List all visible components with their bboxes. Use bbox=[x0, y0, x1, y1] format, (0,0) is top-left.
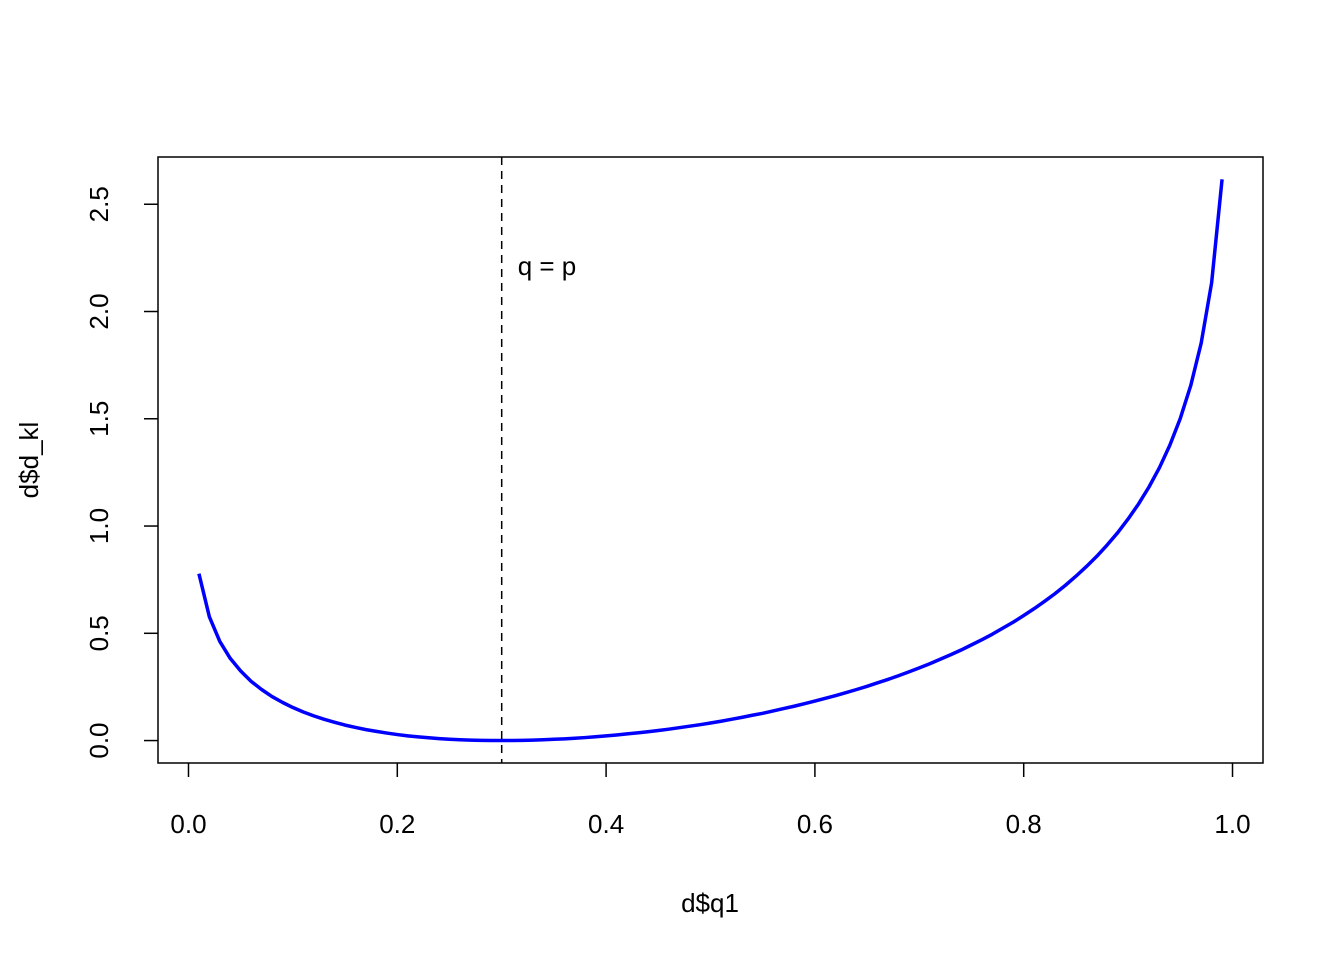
x-tick-label: 0.0 bbox=[170, 809, 206, 839]
x-tick-label: 0.8 bbox=[1006, 809, 1042, 839]
kl-curve bbox=[197, 179, 1224, 743]
x-tick-label: 0.4 bbox=[588, 809, 624, 839]
y-tick-label: 0.5 bbox=[84, 615, 114, 651]
plot-frame bbox=[157, 156, 1264, 764]
y-tick-label: 2.0 bbox=[84, 293, 114, 329]
annotation: q = p bbox=[518, 251, 577, 281]
y-tick-label: 0.0 bbox=[84, 722, 114, 758]
x-tick-label: 1.0 bbox=[1214, 809, 1250, 839]
y-tick-label: 1.5 bbox=[84, 401, 114, 437]
x-tick-label: 0.2 bbox=[379, 809, 415, 839]
x-tick-label: 0.6 bbox=[797, 809, 833, 839]
y-tick-label: 1.0 bbox=[84, 508, 114, 544]
x-axis-label: d$q1 bbox=[681, 888, 739, 918]
y-axis-label: d$d_kl bbox=[14, 422, 44, 499]
y-tick-label: 2.5 bbox=[84, 186, 114, 222]
